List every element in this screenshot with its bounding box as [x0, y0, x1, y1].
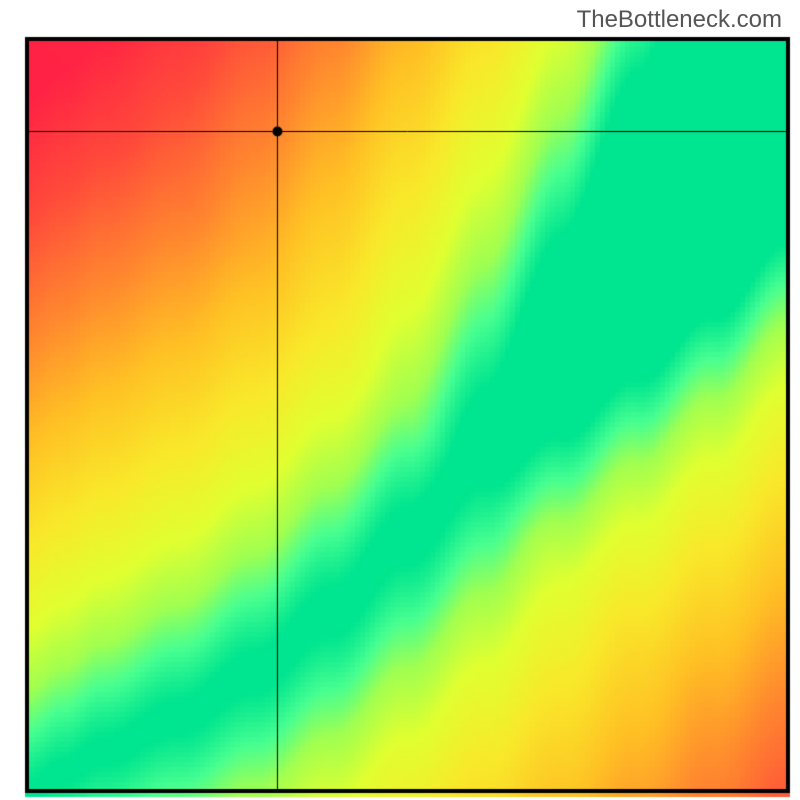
- watermark-text: TheBottleneck.com: [577, 6, 782, 34]
- bottleneck-heatmap: [0, 0, 800, 800]
